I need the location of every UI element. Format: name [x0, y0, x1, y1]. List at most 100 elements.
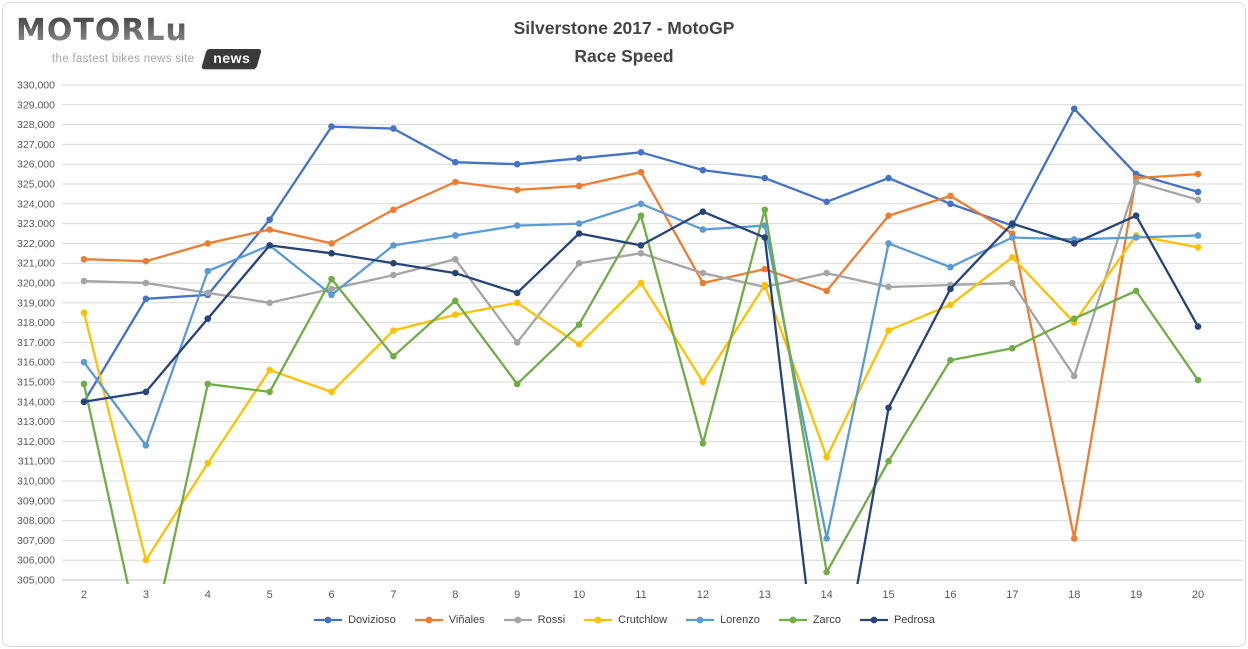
- y-axis-label: 312,000: [17, 436, 55, 448]
- y-axis-label: 323,000: [17, 218, 55, 230]
- y-axis-label: 327,000: [17, 139, 55, 151]
- data-point-dovizioso: [328, 123, 335, 130]
- legend-item-dovizioso: Dovizioso: [313, 614, 396, 626]
- logo-wordmark-graphic: MOTORLu: [16, 13, 188, 48]
- data-point-dovizioso: [390, 125, 397, 132]
- y-axis-label: 320,000: [17, 278, 55, 290]
- legend-marker-lorenzo: [686, 616, 715, 624]
- y-axis-label: 308,000: [17, 515, 55, 527]
- data-point-crutchlow: [575, 341, 583, 348]
- data-point-pedrosa: [575, 230, 583, 237]
- data-point-lorenzo: [823, 535, 830, 542]
- data-point-rossi: [699, 269, 707, 277]
- data-point-lorenzo: [575, 220, 583, 227]
- data-point-crutchlow: [761, 281, 769, 289]
- legend-item-rossi: Rossi: [503, 614, 566, 626]
- x-axis-label: 8: [452, 589, 458, 601]
- motorlu-logo: MOTORLu the fastest bikes news site news: [14, 8, 274, 69]
- legend-item-lorenzo: Lorenzo: [685, 614, 760, 626]
- data-point-zarco: [637, 212, 645, 219]
- legend-item-crutchlow: Crutchlow: [583, 614, 667, 626]
- data-point-viales: [328, 240, 335, 247]
- data-point-pedrosa: [204, 315, 212, 322]
- series-zarco: [80, 206, 1202, 584]
- data-point-dovizioso: [947, 200, 954, 208]
- data-point-pedrosa: [452, 269, 459, 277]
- x-axis-label: 11: [635, 589, 646, 601]
- legend-marker-dovizioso: [314, 616, 343, 624]
- data-point-rossi: [328, 285, 335, 293]
- data-point-lorenzo: [204, 267, 212, 275]
- data-point-lorenzo: [80, 358, 88, 366]
- data-point-lorenzo: [885, 240, 892, 247]
- data-point-dovizioso: [1070, 105, 1078, 113]
- data-point-pedrosa: [142, 388, 150, 396]
- data-point-zarco: [80, 380, 88, 388]
- data-point-crutchlow: [699, 378, 707, 386]
- y-axis-label: 326,000: [17, 159, 55, 171]
- data-point-viales: [761, 265, 769, 273]
- data-point-lorenzo: [1132, 234, 1140, 241]
- legend-marker-rossi: [503, 616, 532, 624]
- y-axis-label: 321,000: [17, 258, 55, 270]
- data-point-pedrosa: [1194, 323, 1202, 330]
- series-line-pedrosa: [82, 210, 1200, 584]
- series-pedrosa: [80, 208, 1202, 584]
- data-point-pedrosa: [699, 208, 707, 216]
- data-point-crutchlow: [513, 299, 521, 307]
- data-point-dovizioso: [761, 174, 769, 182]
- data-point-dovizioso: [885, 174, 892, 182]
- data-point-crutchlow: [1194, 244, 1202, 251]
- data-point-crutchlow: [204, 459, 212, 467]
- data-point-crutchlow: [823, 453, 830, 461]
- data-point-crutchlow: [637, 279, 645, 287]
- data-point-viales: [452, 178, 459, 186]
- data-point-dovizioso: [699, 166, 707, 174]
- y-axis-label: 318,000: [17, 317, 55, 329]
- y-axis-label: 322,000: [17, 238, 55, 250]
- y-axis-label: 307,000: [17, 535, 55, 547]
- series-crutchlow: [80, 232, 1202, 564]
- y-axis-label: 325,000: [17, 179, 55, 191]
- data-point-crutchlow: [452, 311, 459, 318]
- data-point-rossi: [266, 299, 273, 307]
- data-point-dovizioso: [142, 295, 150, 303]
- data-point-rossi: [80, 277, 88, 285]
- data-point-zarco: [390, 352, 397, 360]
- data-point-rossi: [823, 269, 830, 277]
- y-axis-label: 329,000: [17, 99, 55, 111]
- data-point-rossi: [452, 255, 459, 263]
- legend-label-rossi: Rossi: [537, 614, 566, 626]
- data-point-crutchlow: [328, 388, 335, 396]
- data-point-viales: [513, 186, 521, 194]
- data-point-viales: [699, 279, 707, 287]
- x-axis-label: 5: [267, 589, 273, 601]
- data-point-crutchlow: [266, 366, 273, 374]
- x-axis-label: 17: [1006, 589, 1018, 601]
- y-axis-label: 317,000: [17, 337, 55, 349]
- y-axis-label: 316,000: [17, 357, 55, 369]
- data-point-crutchlow: [80, 309, 88, 317]
- data-point-crutchlow: [390, 327, 397, 334]
- legend-marker-crutchlow: [584, 616, 613, 624]
- y-axis-label: 309,000: [17, 495, 55, 507]
- logo-wordmark: MOTORLu: [16, 13, 188, 48]
- x-axis-label: 19: [1130, 589, 1142, 601]
- legend-item-viales: Viñales: [414, 614, 485, 626]
- data-point-rossi: [1070, 372, 1078, 380]
- data-point-zarco: [1009, 345, 1016, 352]
- x-axis-label: 18: [1068, 589, 1080, 601]
- data-point-zarco: [1070, 315, 1078, 322]
- legend-label-dovizioso: Dovizioso: [348, 614, 396, 626]
- data-point-crutchlow: [142, 556, 150, 564]
- data-point-dovizioso: [575, 154, 583, 162]
- y-axis-label: 315,000: [17, 377, 55, 389]
- data-point-pedrosa: [328, 250, 335, 257]
- data-point-viales: [1070, 535, 1078, 542]
- y-axis-label: 311,000: [18, 456, 55, 468]
- data-point-lorenzo: [390, 242, 397, 249]
- data-point-viales: [885, 212, 892, 219]
- data-point-rossi: [1009, 279, 1016, 287]
- x-axis-label: 20: [1192, 589, 1204, 601]
- data-point-rossi: [885, 283, 892, 291]
